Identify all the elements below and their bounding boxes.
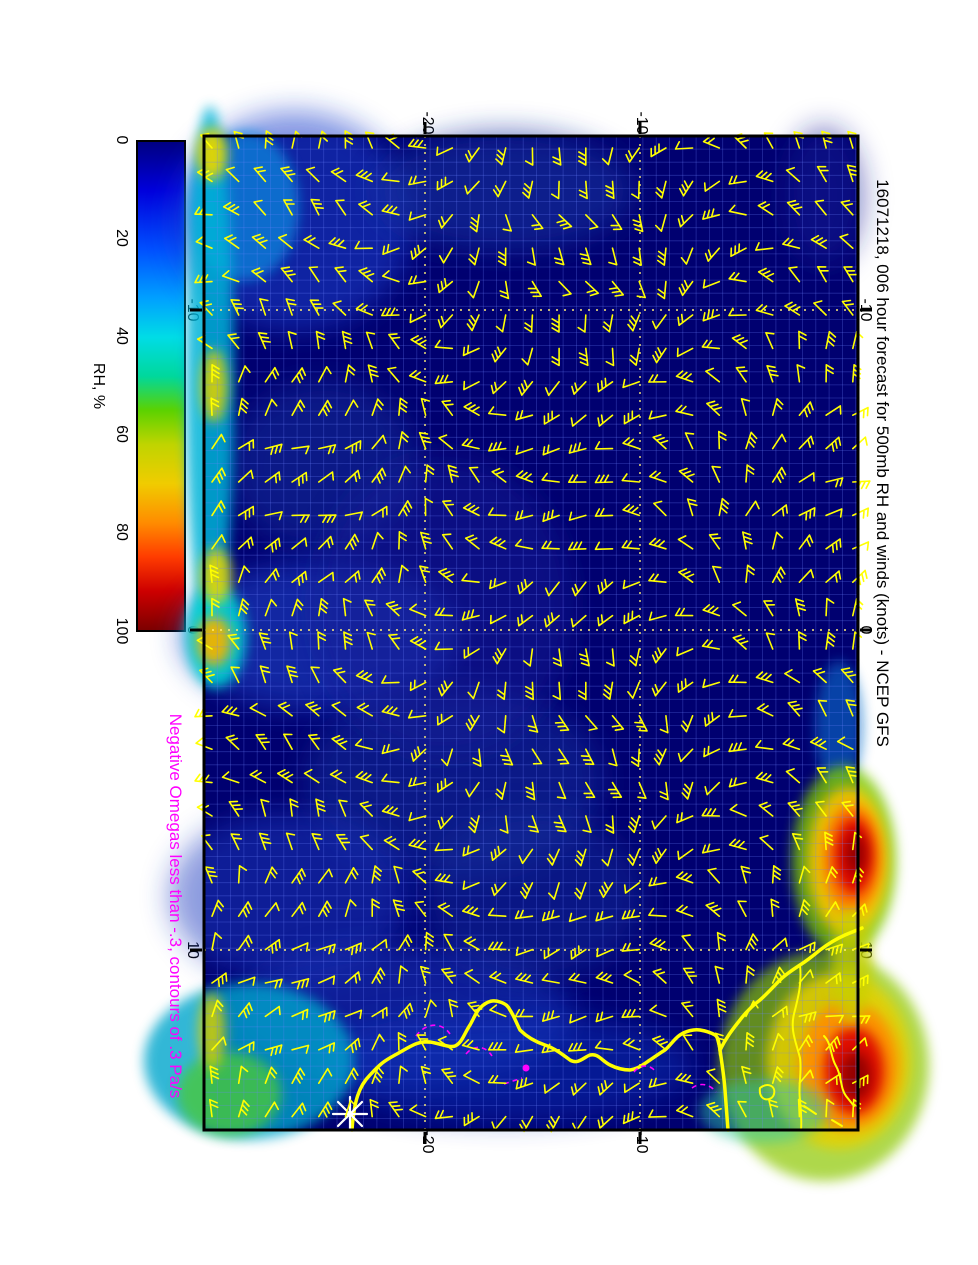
colorbar-tick: 80 [113, 523, 130, 541]
map-svg [144, 106, 929, 1181]
axis-tick-label-top: -20 [419, 111, 436, 135]
colorbar-tick: 20 [113, 229, 130, 247]
colorbar-tick: 40 [113, 327, 130, 345]
colorbar-tick: 0 [113, 135, 130, 145]
colorbar-label: RH, % [90, 362, 107, 410]
omega-annotation: Negative Omegas less than -.3, contours … [166, 713, 185, 1099]
colorbar-tick: 100 [113, 617, 130, 645]
axis-tick-label-bottom: -20 [419, 1130, 436, 1154]
plot-title: 16071218, 006 hour forecast for 500mb RH… [873, 179, 892, 747]
colorbar-tick: 60 [113, 425, 130, 443]
map [144, 106, 929, 1181]
